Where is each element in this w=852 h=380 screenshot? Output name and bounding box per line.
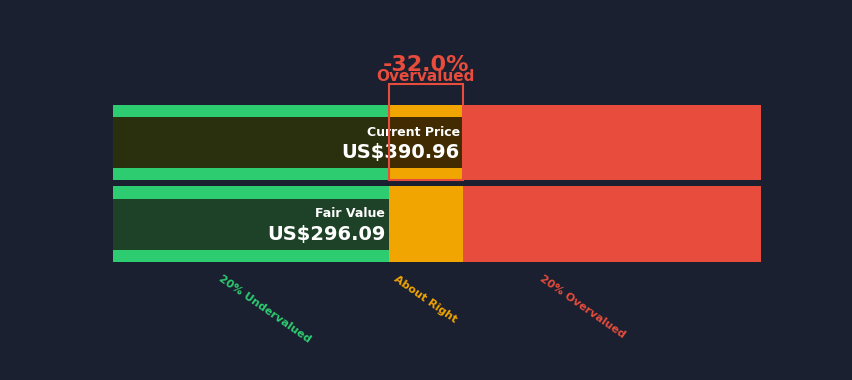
Bar bbox=[113, 186, 389, 199]
Bar bbox=[113, 199, 389, 250]
Bar bbox=[389, 250, 463, 262]
Text: Overvalued: Overvalued bbox=[377, 70, 475, 84]
Bar bbox=[113, 105, 389, 117]
Text: Fair Value: Fair Value bbox=[315, 207, 385, 220]
Text: -32.0%: -32.0% bbox=[383, 55, 469, 75]
Bar bbox=[463, 117, 760, 168]
Text: About Right: About Right bbox=[392, 274, 458, 325]
Bar bbox=[389, 186, 463, 199]
Bar bbox=[463, 186, 760, 199]
Bar bbox=[463, 105, 760, 117]
Bar bbox=[389, 105, 463, 117]
Text: US$390.96: US$390.96 bbox=[341, 143, 459, 162]
Bar bbox=[389, 117, 463, 168]
Text: 20% Overvalued: 20% Overvalued bbox=[537, 274, 626, 340]
Bar bbox=[463, 250, 760, 262]
Bar bbox=[113, 199, 389, 250]
Bar bbox=[389, 199, 463, 250]
Bar bbox=[113, 168, 389, 180]
Bar bbox=[113, 117, 389, 168]
Bar bbox=[113, 250, 389, 262]
Bar bbox=[463, 199, 760, 250]
Text: 20% Undervalued: 20% Undervalued bbox=[216, 274, 312, 345]
Text: Current Price: Current Price bbox=[366, 126, 459, 139]
Bar bbox=[389, 168, 463, 180]
Bar bbox=[463, 168, 760, 180]
Bar bbox=[113, 117, 463, 168]
Bar bbox=[389, 84, 463, 180]
Text: US$296.09: US$296.09 bbox=[267, 225, 385, 244]
